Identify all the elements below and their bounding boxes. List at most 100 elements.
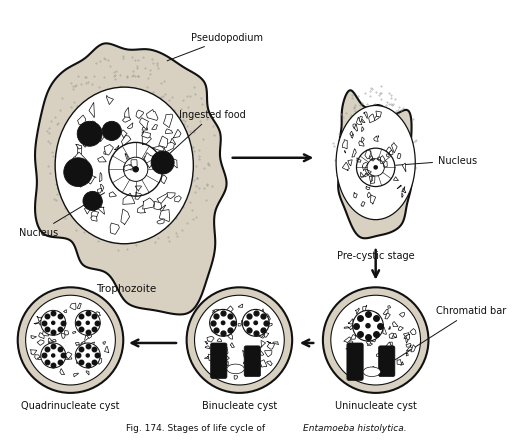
Polygon shape: [264, 332, 269, 337]
Polygon shape: [357, 117, 362, 125]
Polygon shape: [385, 313, 390, 319]
Polygon shape: [230, 343, 235, 348]
Polygon shape: [64, 331, 69, 335]
Polygon shape: [383, 309, 388, 315]
Polygon shape: [348, 160, 352, 166]
Text: Quadrinucleate cyst: Quadrinucleate cyst: [21, 401, 120, 410]
Text: Entamoeba histolytica.: Entamoeba histolytica.: [303, 424, 406, 433]
Circle shape: [365, 323, 371, 329]
Polygon shape: [94, 131, 102, 139]
Polygon shape: [388, 306, 391, 308]
Polygon shape: [406, 343, 412, 347]
Circle shape: [373, 165, 378, 170]
Polygon shape: [51, 339, 57, 342]
Polygon shape: [76, 358, 81, 363]
Polygon shape: [100, 173, 102, 182]
Polygon shape: [370, 366, 377, 373]
Polygon shape: [410, 329, 416, 335]
Polygon shape: [392, 321, 398, 327]
Polygon shape: [267, 323, 272, 326]
Polygon shape: [349, 325, 355, 330]
Polygon shape: [258, 350, 264, 355]
Polygon shape: [146, 110, 158, 120]
Polygon shape: [103, 342, 105, 344]
Polygon shape: [365, 150, 371, 159]
Polygon shape: [43, 329, 48, 336]
Polygon shape: [361, 172, 364, 177]
Polygon shape: [125, 107, 129, 118]
Polygon shape: [266, 316, 270, 322]
Polygon shape: [403, 188, 406, 193]
Circle shape: [40, 343, 66, 368]
Circle shape: [102, 121, 121, 140]
Polygon shape: [122, 193, 135, 204]
Polygon shape: [242, 350, 248, 358]
Polygon shape: [267, 341, 271, 343]
Polygon shape: [345, 151, 346, 153]
Polygon shape: [255, 321, 263, 328]
Polygon shape: [344, 327, 349, 328]
Polygon shape: [142, 131, 151, 138]
Polygon shape: [361, 137, 364, 144]
Polygon shape: [97, 207, 104, 215]
Polygon shape: [94, 312, 101, 316]
Polygon shape: [142, 132, 152, 145]
Polygon shape: [106, 95, 114, 105]
Polygon shape: [372, 325, 377, 329]
Polygon shape: [39, 333, 44, 339]
Circle shape: [253, 320, 258, 325]
Polygon shape: [213, 309, 222, 314]
Circle shape: [51, 353, 56, 358]
Polygon shape: [121, 130, 127, 138]
Polygon shape: [363, 305, 366, 311]
Polygon shape: [104, 346, 109, 353]
Polygon shape: [58, 326, 61, 329]
Polygon shape: [83, 140, 88, 147]
Polygon shape: [402, 187, 405, 192]
Polygon shape: [129, 164, 136, 170]
Polygon shape: [161, 175, 167, 184]
Polygon shape: [260, 332, 265, 338]
Polygon shape: [91, 211, 99, 219]
Polygon shape: [76, 176, 85, 187]
Polygon shape: [359, 333, 366, 339]
Circle shape: [352, 310, 384, 341]
Polygon shape: [364, 112, 367, 118]
Polygon shape: [175, 196, 181, 202]
Polygon shape: [115, 145, 119, 150]
Polygon shape: [83, 358, 90, 362]
Polygon shape: [361, 119, 365, 122]
Polygon shape: [368, 114, 375, 123]
Polygon shape: [391, 143, 397, 153]
Polygon shape: [135, 186, 142, 191]
Polygon shape: [159, 210, 170, 222]
Polygon shape: [404, 337, 409, 339]
Polygon shape: [371, 176, 375, 183]
Polygon shape: [367, 192, 372, 198]
Polygon shape: [406, 353, 408, 356]
Polygon shape: [359, 116, 362, 122]
Polygon shape: [371, 158, 375, 161]
Polygon shape: [37, 316, 44, 321]
Polygon shape: [238, 304, 243, 308]
Polygon shape: [342, 139, 347, 149]
Polygon shape: [65, 356, 72, 359]
Polygon shape: [351, 134, 353, 138]
Polygon shape: [110, 223, 119, 234]
Polygon shape: [154, 201, 162, 210]
Polygon shape: [349, 319, 354, 324]
Polygon shape: [78, 137, 90, 146]
Polygon shape: [267, 343, 275, 349]
Polygon shape: [98, 156, 106, 162]
Polygon shape: [87, 317, 93, 320]
Polygon shape: [76, 144, 81, 149]
Polygon shape: [152, 125, 157, 130]
Polygon shape: [78, 115, 86, 125]
Polygon shape: [109, 192, 116, 197]
Polygon shape: [212, 321, 215, 325]
FancyBboxPatch shape: [347, 343, 363, 380]
Polygon shape: [48, 323, 56, 328]
Ellipse shape: [336, 105, 415, 219]
Polygon shape: [167, 193, 175, 198]
Polygon shape: [238, 323, 241, 326]
